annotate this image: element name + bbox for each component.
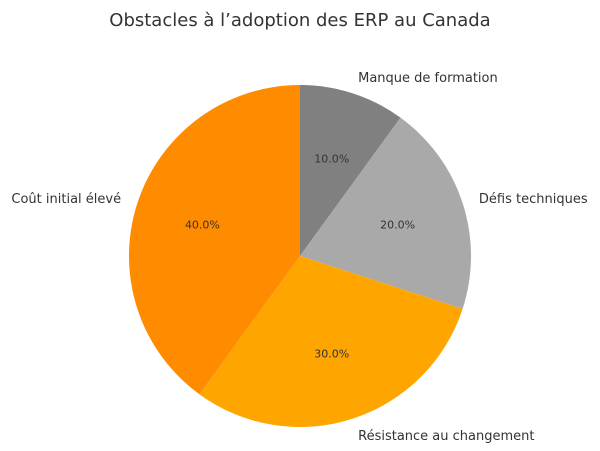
pie-slice-4 xyxy=(128,85,300,395)
pie-slice-1 xyxy=(300,85,401,256)
slice-category-label: Résistance au changement xyxy=(358,429,534,444)
slice-percent-label: 40.0% xyxy=(185,218,220,231)
slice-percent-label: 10.0% xyxy=(314,152,349,165)
slice-category-label: Manque de formation xyxy=(358,71,498,86)
chart-title: Obstacles à l’adoption des ERP au Canada xyxy=(109,10,491,31)
slice-category-label: Coût initial élevé xyxy=(11,192,121,207)
slice-percent-label: 30.0% xyxy=(314,348,349,361)
slice-category-label: Défis techniques xyxy=(479,192,588,207)
pie-slice-2 xyxy=(300,117,471,309)
slice-percent-label: 20.0% xyxy=(380,218,415,231)
pie-slice-3 xyxy=(199,256,463,428)
